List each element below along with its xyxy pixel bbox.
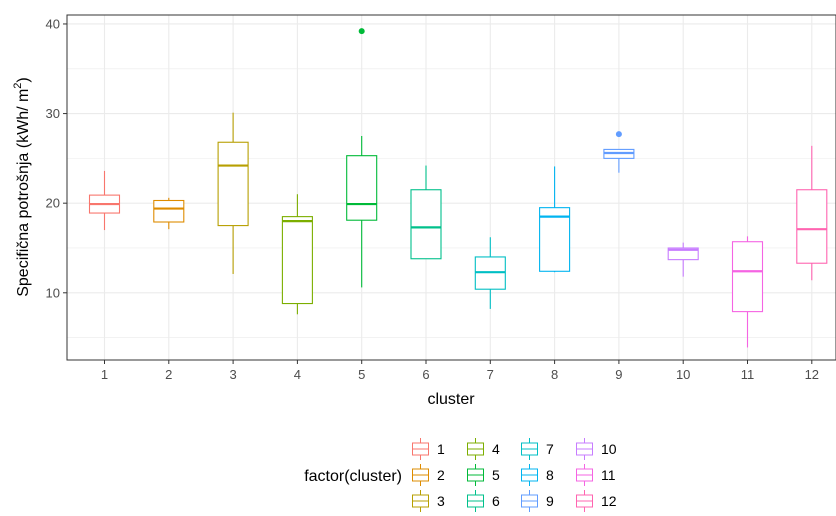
legend-key <box>465 464 486 486</box>
legend-key <box>410 490 431 512</box>
box-cluster-10 <box>667 242 699 277</box>
x-axis: 1 2 3 4 5 6 7 8 9 10 11 12 <box>101 360 819 382</box>
x-tick-label: 7 <box>487 367 494 382</box>
box-iqr <box>539 207 571 272</box>
legend-key <box>519 490 540 512</box>
x-tick-label: 5 <box>358 367 365 382</box>
box-iqr <box>281 216 313 305</box>
box-iqr <box>731 241 764 313</box>
y-axis-title: Specifična potrošnja (kWh/ m2) <box>12 77 32 297</box>
legend-key <box>465 438 486 460</box>
box-cluster-12 <box>796 145 828 281</box>
x-tick-label: 1 <box>101 367 108 382</box>
x-tick-label: 12 <box>805 367 819 382</box>
box-cluster-2 <box>153 197 185 230</box>
x-tick-label: 3 <box>229 367 236 382</box>
legend-label: 2 <box>437 467 445 483</box>
legend-key <box>410 464 431 486</box>
y-tick-label: 10 <box>46 285 60 300</box>
x-tick-label: 4 <box>294 367 301 382</box>
legend-label: 1 <box>437 441 445 457</box>
grid-lines <box>67 15 836 360</box>
legend-item-7: 7 <box>519 438 554 460</box>
legend-item-8: 8 <box>519 464 554 486</box>
box-layer <box>88 28 828 348</box>
legend-item-3: 3 <box>410 490 445 512</box>
legend-key <box>465 490 486 512</box>
y-tick-label: 40 <box>46 16 60 31</box>
plot-panel-border <box>66 14 836 361</box>
legend-item-6: 6 <box>465 490 500 512</box>
y-axis-title-superscript: 2 <box>12 83 24 89</box>
legend-label: 8 <box>546 467 554 483</box>
box-iqr <box>153 199 185 223</box>
legend-key <box>574 464 595 486</box>
legend-key <box>410 438 431 460</box>
legend-label: 4 <box>492 441 500 457</box>
legend-label: 6 <box>492 493 500 509</box>
legend-key <box>574 490 595 512</box>
x-tick-label: 10 <box>676 367 690 382</box>
box-cluster-4 <box>281 194 313 315</box>
x-tick-label: 9 <box>615 367 622 382</box>
legend-label: 3 <box>437 493 445 509</box>
box-cluster-6 <box>410 165 442 260</box>
box-iqr <box>346 155 378 221</box>
y-tick-label: 20 <box>46 196 60 211</box>
legend-key <box>574 438 595 460</box>
legend-title: factor(cluster) <box>304 468 402 485</box>
legend-label: 9 <box>546 493 554 509</box>
box-cluster-9 <box>603 131 635 173</box>
legend-label: 7 <box>546 441 554 457</box>
box-iqr <box>796 189 828 264</box>
legend-key <box>519 464 540 486</box>
x-tick-label: 6 <box>422 367 429 382</box>
legend-item-2: 2 <box>410 464 445 486</box>
y-axis-title-main: Specifična potrošnja (kWh/ m <box>15 89 32 297</box>
x-tick-label: 11 <box>741 367 755 382</box>
outlier-point <box>615 131 622 138</box>
outlier-point <box>358 28 365 35</box>
legend-label: 11 <box>601 467 616 483</box>
legend-label: 10 <box>601 441 617 457</box>
x-tick-label: 8 <box>551 367 558 382</box>
y-axis-title-close: ) <box>15 77 32 82</box>
legend-item-5: 5 <box>465 464 500 486</box>
box-cluster-5 <box>346 28 378 288</box>
legend-key <box>519 438 540 460</box>
legend-item-9: 9 <box>519 490 554 512</box>
box-cluster-1 <box>88 170 121 231</box>
box-iqr <box>410 189 442 260</box>
y-tick-label: 30 <box>46 106 60 121</box>
legend-item-4: 4 <box>465 438 500 460</box>
legend-item-11: 11 <box>574 464 616 486</box>
box-iqr <box>667 247 699 261</box>
box-cluster-3 <box>217 112 249 274</box>
legend-item-10: 10 <box>574 438 617 460</box>
x-axis-title: cluster <box>427 391 475 408</box>
box-cluster-8 <box>539 166 571 273</box>
box-iqr <box>217 141 249 227</box>
legend-item-1: 1 <box>410 438 445 460</box>
y-axis: 10 20 30 40 <box>46 16 67 300</box>
legend-label: 12 <box>601 493 617 509</box>
box-cluster-7 <box>474 237 506 309</box>
box-cluster-11 <box>731 236 764 348</box>
legend-label: 5 <box>492 467 500 483</box>
plot-background <box>67 15 836 360</box>
legend-item-12: 12 <box>574 490 617 512</box>
x-tick-label: 2 <box>165 367 172 382</box>
